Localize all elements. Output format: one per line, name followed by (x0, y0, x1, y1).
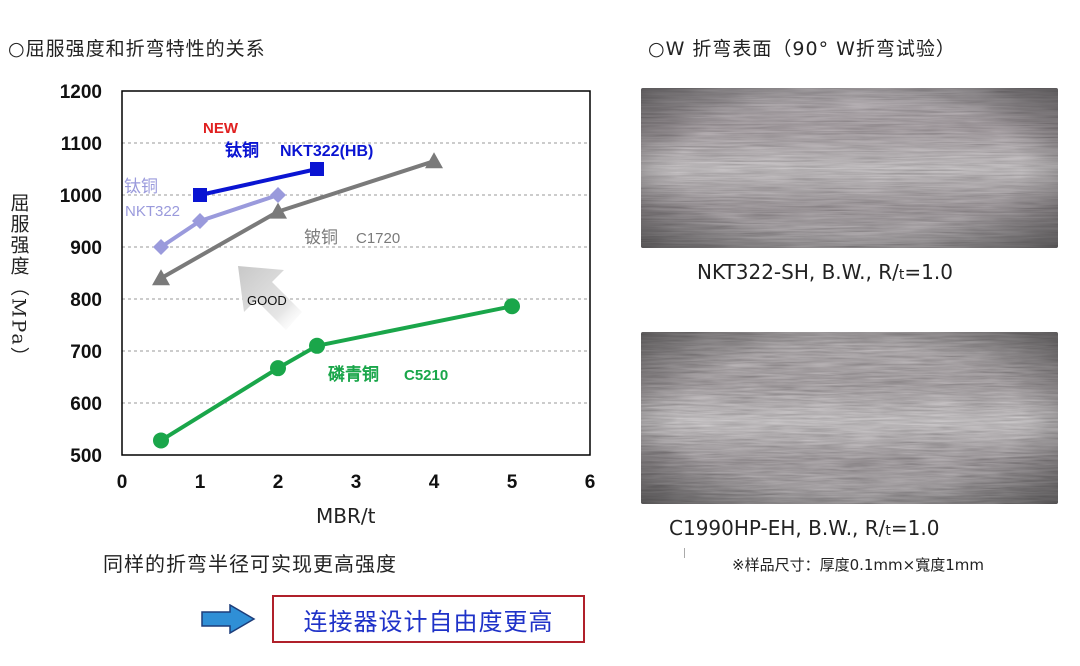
ti-hb-label: 钛铜 (225, 140, 259, 161)
right-section-title: ○W 折弯表面（90° W折弯试验） (648, 38, 956, 60)
plot-frame (121, 90, 591, 456)
x-tick-label-0: 0 (117, 472, 128, 493)
ti-label: 钛铜 (124, 177, 158, 197)
x-axis-label: MBR/t (316, 504, 376, 528)
x-tick-label-5: 5 (507, 472, 518, 493)
series-line-0 (199, 167, 318, 197)
nkt322-bend-photo (641, 88, 1058, 248)
right-arrow-icon (201, 604, 256, 634)
good-arrow-icon (238, 266, 302, 330)
nkt322-photo-caption: NKT322-SH, B.W., R/t=1.0 (697, 260, 953, 284)
x-tick-label-4: 4 (429, 472, 440, 493)
sample-size-note: ※样品尺寸：厚度0.1mm×寬度1mm (732, 556, 984, 574)
data-point-1-1 (192, 213, 208, 229)
c1990hp-photo-caption: C1990HP-EH, B.W., R/t=1.0 (669, 516, 940, 540)
x-tick-label-3: 3 (351, 472, 362, 493)
left-section-title: ○屈服强度和折弯特性的关系 (8, 38, 266, 60)
y-tick-label-1200: 1200 (60, 82, 102, 103)
conclusion-box: 连接器设计自由度更高 (272, 595, 585, 643)
new-label: NEW (203, 120, 239, 137)
data-point-1-0 (153, 239, 169, 255)
data-point-3-1 (270, 360, 286, 377)
data-point-3-2 (309, 337, 325, 354)
series-line-3 (159, 304, 513, 443)
data-point-2-2 (425, 152, 443, 169)
be-grade: C1720 (356, 230, 400, 247)
yield-vs-mbr-chart: 500 600 700 800 900 1000 1100 1200 0 1 2 3 4 5 6 NEW 钛… (60, 82, 596, 493)
data-point-3-3 (504, 298, 520, 315)
note-text: 同样的折弯半径可实现更高强度 (103, 552, 397, 576)
y-tick-label-500: 500 (70, 446, 102, 467)
c1990hp-bend-photo (641, 332, 1058, 504)
good-label: GOOD (247, 293, 287, 308)
x-tick-label-6: 6 (585, 472, 596, 493)
data-point-3-0 (153, 432, 169, 449)
divider-mark (684, 548, 685, 558)
pb-label: 磷青铜 (328, 364, 379, 385)
data-point-0-1 (310, 162, 324, 176)
y-tick-label-600: 600 (70, 394, 102, 415)
y-tick-label-900: 900 (70, 238, 102, 259)
x-tick-label-2: 2 (273, 472, 284, 493)
y-tick-label-1000: 1000 (60, 186, 102, 207)
data-point-2-0 (152, 269, 170, 286)
ti-hb-grade: NKT322(HB) (280, 143, 373, 160)
x-tick-label-1: 1 (195, 472, 206, 493)
data-point-1-2 (270, 187, 286, 203)
y-tick-label-1100: 1100 (61, 134, 102, 155)
data-point-2-1 (269, 202, 287, 219)
y-tick-label-800: 800 (70, 290, 102, 311)
be-label: 铍铜 (304, 228, 338, 248)
ti-grade: NKT322 (125, 203, 180, 220)
y-axis-label: 屈服强度（MPa） (7, 192, 30, 368)
data-point-0-0 (193, 188, 207, 202)
y-tick-label-700: 700 (70, 342, 102, 363)
y-axis-label-wrap: 屈服强度（MPa） (4, 180, 34, 380)
pb-grade: C5210 (404, 367, 448, 384)
